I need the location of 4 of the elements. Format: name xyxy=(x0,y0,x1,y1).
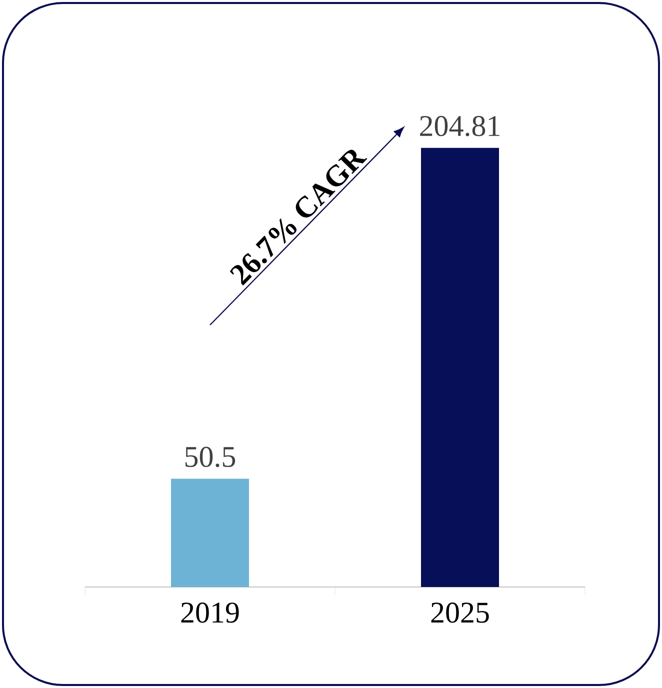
data-label: 50.5 xyxy=(185,446,236,468)
x-tick-label: 2025 xyxy=(431,602,489,623)
data-label: 204.81 xyxy=(420,116,500,136)
x-tick-label: 2019 xyxy=(181,602,239,623)
